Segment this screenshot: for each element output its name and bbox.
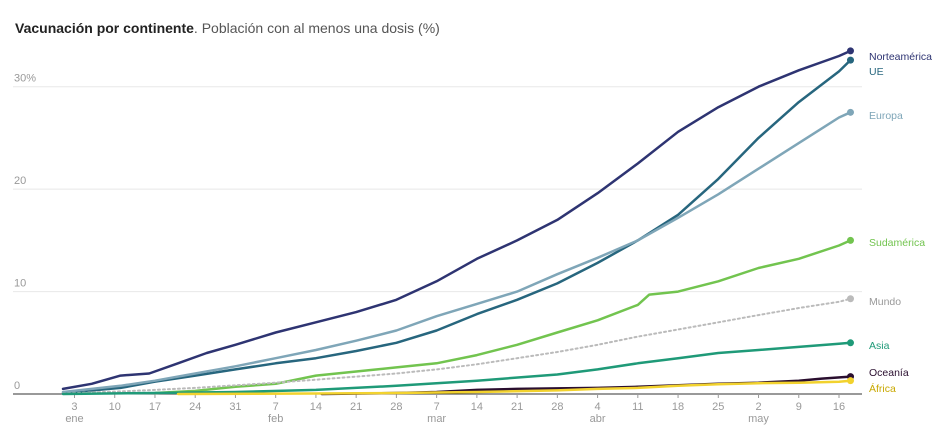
y-tick-label-10: 10	[14, 278, 26, 290]
series-label-europa: Europa	[869, 110, 903, 122]
x-tick-label-0: 3	[71, 401, 77, 413]
series-endpoint-ue	[847, 56, 855, 64]
x-tick-label-18: 9	[796, 401, 802, 413]
gridlines	[13, 86, 862, 293]
series-line-sudamerica	[153, 239, 852, 395]
x-tick-label-13: 4	[595, 401, 601, 413]
x-month-label-may: may	[748, 413, 769, 425]
series-line-mundo	[62, 297, 852, 395]
series-endpoint-africa	[847, 377, 855, 385]
y-tick-label-20: 20	[14, 175, 26, 187]
series-line-europa	[61, 111, 852, 394]
x-tick-label-12: 28	[551, 401, 563, 413]
y-tick-label-0: 0	[14, 380, 20, 392]
x-tick-label-16: 25	[712, 401, 724, 413]
chart-title: Vacunación por continente. Población con…	[15, 20, 440, 36]
chart-title-bold: Vacunación por continente	[15, 20, 194, 36]
x-tick-label-15: 18	[672, 401, 684, 413]
x-tick-label-3: 24	[189, 401, 201, 413]
series-line-norteamerica	[61, 49, 852, 391]
series-label-oceania: Oceanía	[869, 367, 909, 379]
y-axis-ticks: 0 10 20 30%	[14, 73, 36, 392]
series-endpoint-norteamerica	[847, 47, 855, 55]
series-label-asia: Asia	[869, 340, 890, 352]
x-tick-label-19: 16	[833, 401, 845, 413]
x-tick-label-14: 11	[632, 401, 643, 413]
series-line-ue	[61, 58, 852, 395]
series-label-sudamerica: Sudamérica	[869, 237, 925, 249]
x-month-label-mar: mar	[427, 413, 446, 425]
x-tick-label-9: 7	[434, 401, 440, 413]
series-endpoint-sudamerica	[847, 236, 855, 244]
chart-subtitle: . Población con al menos una dosis (%)	[193, 20, 440, 36]
x-tick-label-10: 14	[471, 401, 483, 413]
series-lines	[61, 47, 855, 396]
series-endpoint-mundo	[847, 295, 855, 303]
x-tick-label-5: 7	[273, 401, 279, 413]
x-tick-label-4: 31	[229, 401, 241, 413]
series-label-ue: UE	[869, 66, 884, 78]
x-tick-label-1: 10	[109, 401, 121, 413]
x-month-label-ene: ene	[65, 413, 83, 425]
y-tick-label-30: 30%	[14, 73, 36, 85]
series-label-norteamerica: Norteamérica	[869, 51, 932, 63]
series-label-mundo: Mundo	[869, 296, 901, 308]
series-labels: Norteamérica UE Europa Sudamérica Mundo Asia O…	[869, 51, 932, 395]
series-label-africa: África	[869, 382, 896, 395]
x-month-label-abr: abr	[590, 413, 606, 425]
x-tick-label-17: 2	[755, 401, 761, 413]
x-tick-label-8: 28	[390, 401, 402, 413]
x-tick-label-2: 17	[149, 401, 161, 413]
series-line-africa	[176, 379, 852, 396]
series-line-asia	[61, 341, 852, 396]
series-endpoint-europa	[847, 108, 855, 116]
x-tick-label-11: 21	[511, 401, 523, 413]
x-tick-label-6: 14	[310, 401, 322, 413]
series-endpoint-asia	[847, 339, 855, 347]
x-month-label-feb: feb	[268, 413, 283, 425]
x-tick-label-7: 21	[350, 401, 362, 413]
